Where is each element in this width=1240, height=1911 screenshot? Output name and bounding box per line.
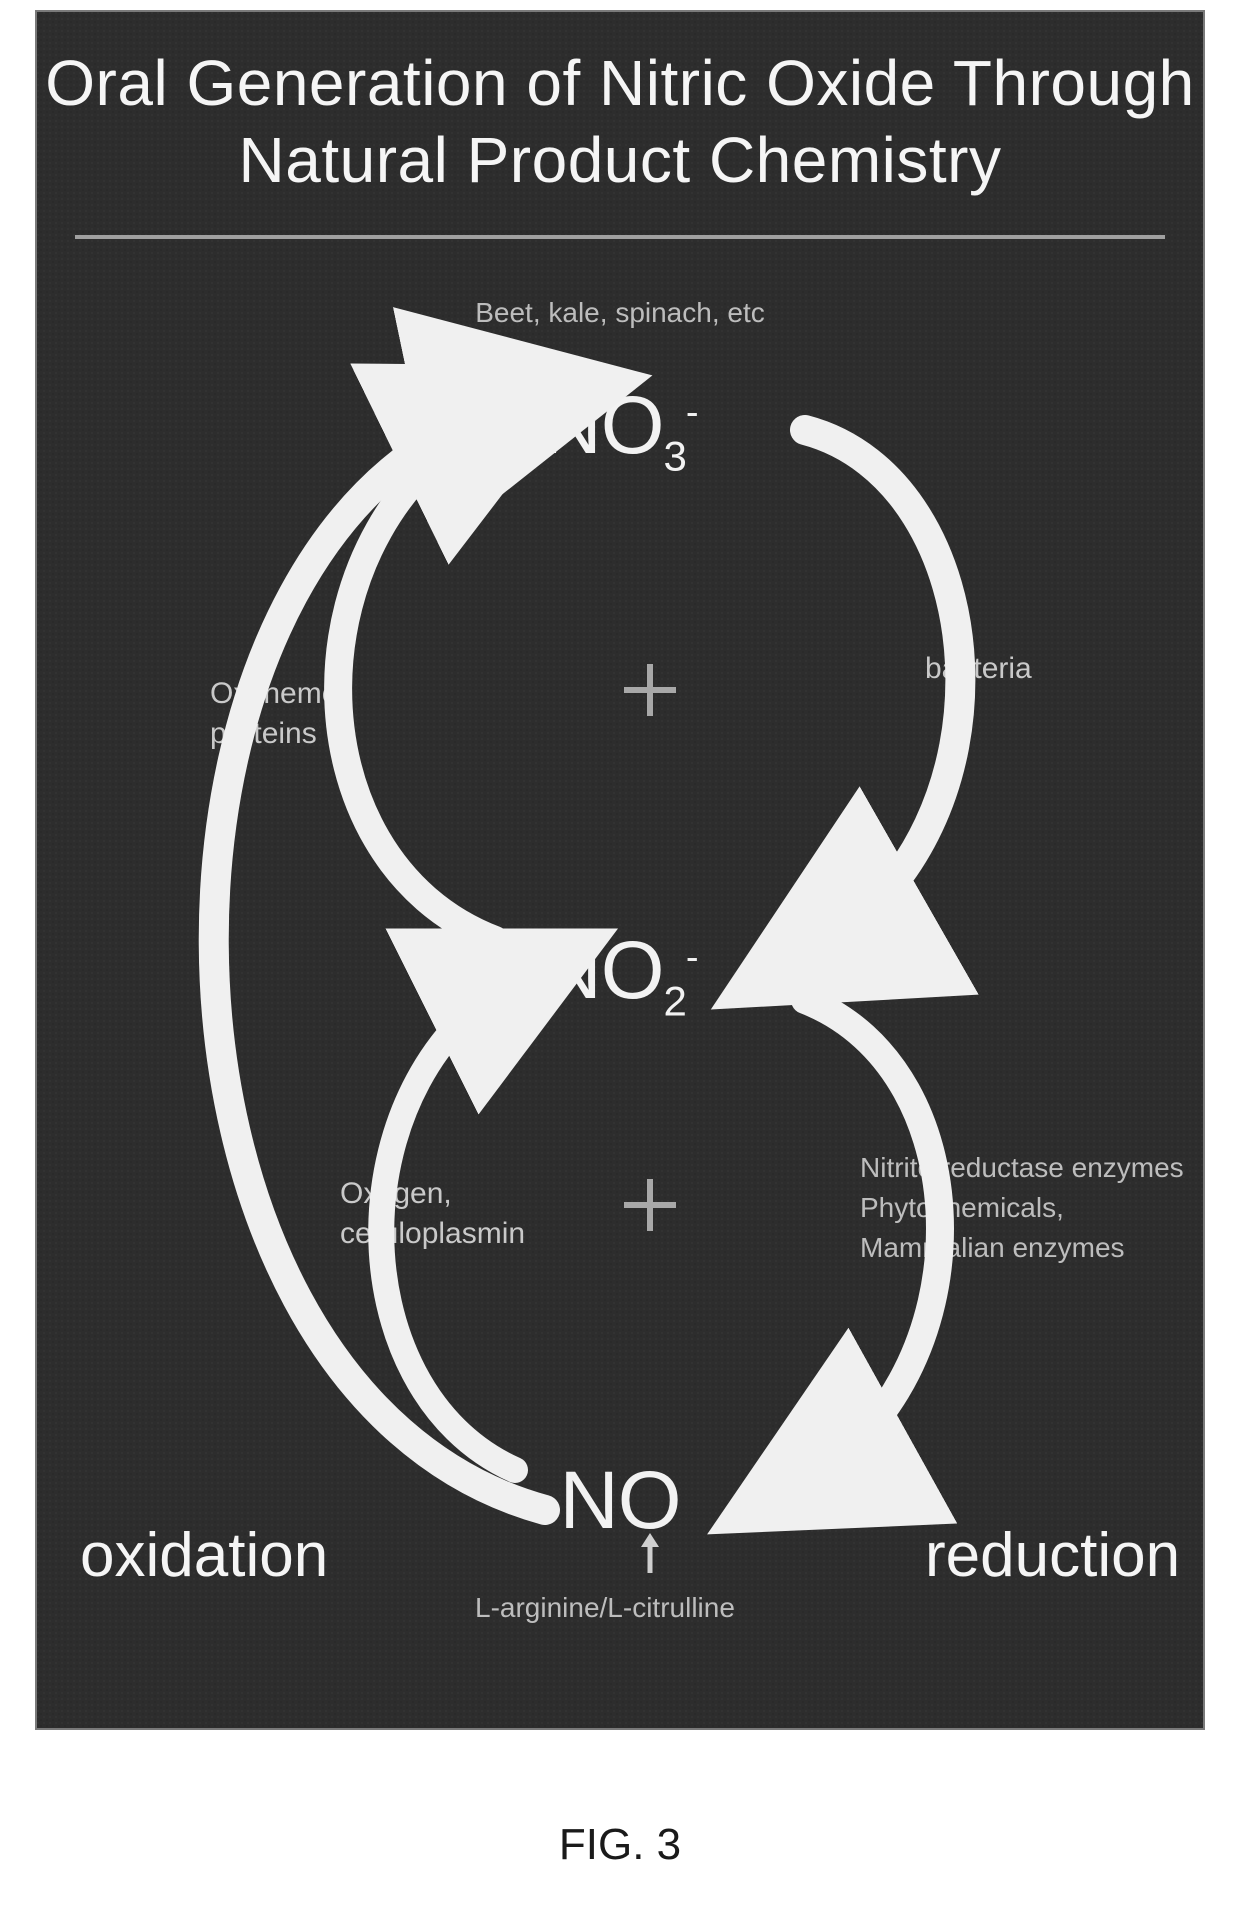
marks-group: [624, 664, 676, 1573]
arrow-layer: [35, 10, 1205, 1730]
arrow-no-to-no3-outer: [214, 400, 545, 1510]
figure-caption: FIG. 3: [0, 1820, 1240, 1870]
arrow-no2-to-no-right: [805, 1000, 940, 1480]
arrows-group: [214, 400, 961, 1510]
plus-icon: [624, 1179, 676, 1231]
plus-icon: [624, 664, 676, 716]
arrow-no-to-no2-left: [381, 975, 525, 1470]
arrow-no3-to-no2-right: [805, 430, 960, 950]
page: Oral Generation of Nitric Oxide Through …: [0, 0, 1240, 1911]
slide: Oral Generation of Nitric Oxide Through …: [35, 10, 1205, 1730]
up-arrow-icon: [641, 1533, 659, 1573]
